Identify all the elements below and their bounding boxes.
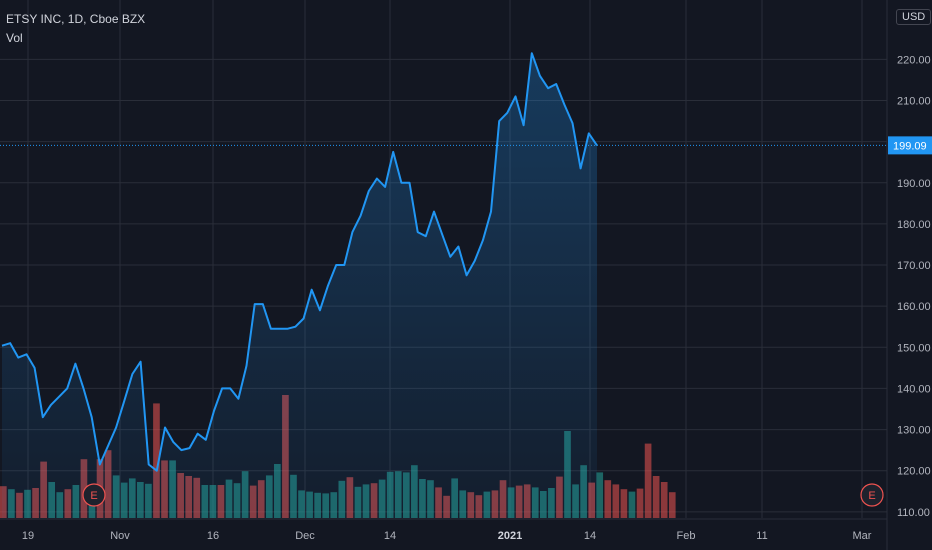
price-axis[interactable]: 110.00 120.00 130.00 140.00 150.00 160.00 170.… [886, 0, 932, 550]
time-tick-label: Mar [853, 530, 872, 542]
price-tick-label: 140.00 [897, 383, 931, 395]
volume-bar [628, 491, 636, 518]
volume-bar [636, 488, 644, 518]
last-price-value: 199.09 [893, 140, 927, 152]
earnings-circle [82, 483, 106, 507]
price-tick-label: 180.00 [897, 219, 931, 231]
last-price-tag-bg [888, 136, 932, 155]
time-tick-label: 14 [384, 530, 396, 542]
volume-bar [668, 492, 676, 518]
price-tick-label: 210.00 [897, 95, 931, 107]
volume-bar [620, 489, 628, 518]
price-tick-label: 190.00 [897, 178, 931, 190]
price-tick-label: 130.00 [897, 425, 931, 437]
price-area-fill [2, 53, 597, 518]
last-price-tag: 199.09 [0, 136, 932, 155]
price-tick-label: 120.00 [897, 466, 931, 478]
time-tick-label: 19 [22, 530, 34, 542]
volume-bar [660, 482, 668, 518]
price-tick-label: 110.00 [897, 507, 930, 519]
earnings-marker[interactable]: E [82, 483, 106, 507]
time-tick-label: Feb [677, 530, 696, 542]
earnings-label: E [90, 490, 97, 502]
price-tick-label: 160.00 [897, 301, 931, 313]
price-tick-label: 170.00 [897, 260, 931, 272]
symbol-title[interactable]: ETSY INC, 1D, Cboe BZX [6, 12, 146, 26]
earnings-label: E [868, 490, 875, 502]
price-line [1, 52, 598, 472]
time-tick-label: Nov [110, 530, 130, 542]
volume-bar [612, 484, 620, 518]
earnings-marker[interactable]: E [860, 483, 884, 507]
time-tick-label: 2021 [498, 530, 522, 542]
volume-bar [604, 480, 612, 518]
time-tick-label: Dec [295, 530, 315, 542]
earnings-circle [860, 483, 884, 507]
time-axis[interactable]: 19 Nov 16 Dec 14 2021 14 Feb 11 Mar [0, 518, 887, 542]
price-tick-label: 220.00 [897, 54, 931, 66]
volume-bar [153, 403, 160, 518]
price-area [1, 52, 598, 518]
time-tick-label: 14 [584, 530, 596, 542]
volume-legend[interactable]: Vol [6, 31, 23, 45]
currency-badge[interactable]: USD [896, 9, 932, 25]
volume-bar [652, 476, 660, 518]
volume-bar [644, 443, 652, 518]
time-tick-label: 11 [756, 530, 767, 542]
chart-legend: ETSY INC, 1D, Cboe BZX Vol [6, 10, 145, 48]
volume-bar [596, 472, 604, 518]
price-axis-bg [887, 0, 932, 550]
time-tick-label: 16 [207, 530, 219, 542]
price-tick-label: 150.00 [897, 342, 931, 354]
